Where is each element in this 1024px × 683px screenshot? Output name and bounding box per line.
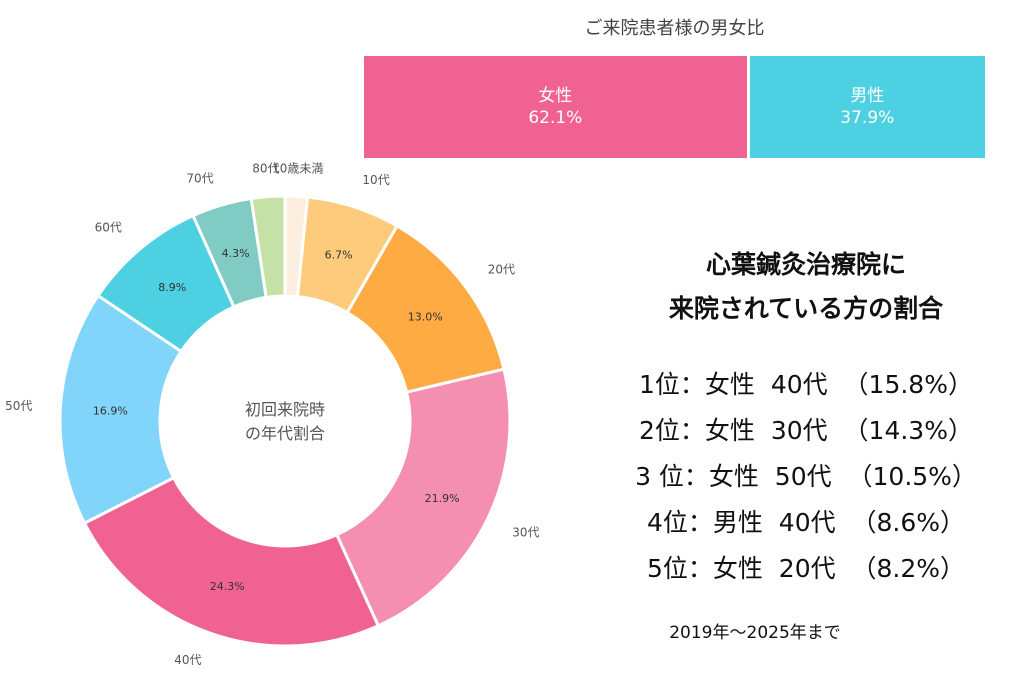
donut-slice-5 — [58, 293, 184, 526]
gender-value-female: 62.1% — [528, 108, 583, 128]
donut-category-label-0: 10歳未満 — [272, 161, 323, 175]
donut-center-label: 初回来院時 の年代割合 — [205, 398, 365, 446]
ranking-item-1: 1位：女性 40代 （15.8%） — [639, 370, 973, 399]
ranking-item-3: 3 位：女性 50代 （10.5%） — [635, 462, 977, 491]
donut-category-label-6: 60代 — [95, 221, 122, 235]
donut-category-label-5: 50代 — [5, 399, 32, 413]
ranking-item-5: 5位：女性 20代 （8.2%） — [646, 554, 966, 583]
gender-label-male: 男性 — [850, 86, 885, 106]
donut-category-label-8: 80代 — [252, 162, 279, 176]
period-note: 2019年～2025年まで — [669, 623, 841, 643]
donut-category-label-7: 70代 — [186, 171, 213, 185]
donut-category-label-4: 40代 — [174, 653, 201, 667]
donut-value-label-2: 13.0% — [408, 310, 443, 323]
gender-value-male: 37.9% — [840, 108, 895, 128]
donut-center-line-1: 初回来院時 — [244, 400, 325, 419]
headline-line-2: 来院されている方の割合 — [668, 294, 944, 323]
donut-center-line-2: の年代割合 — [244, 424, 325, 443]
gender-ratio-title: ご来院患者様の男女比 — [584, 18, 765, 39]
donut-slice-4 — [82, 475, 381, 648]
headline-line-1: 心葉鍼灸治療院に — [705, 250, 906, 279]
donut-value-label-5: 16.9% — [93, 405, 128, 418]
gender-label-female: 女性 — [538, 86, 573, 106]
headline: 心葉鍼灸治療院に 来院されている方の割合 — [596, 243, 1016, 331]
gender-bar-male: 男性 37.9% — [749, 56, 985, 158]
donut-value-label-6: 8.9% — [158, 281, 186, 294]
donut-value-label-4: 24.3% — [210, 580, 245, 593]
donut-value-label-3: 21.9% — [425, 492, 460, 505]
gender-bar-female: 女性 62.1% — [364, 56, 747, 158]
donut-value-label-1: 6.7% — [325, 248, 353, 261]
donut-slice-8 — [249, 194, 287, 300]
donut-slice-3 — [334, 367, 512, 628]
ranking-item-4: 4位：男性 40代 （8.6%） — [646, 508, 966, 537]
donut-category-labels: 10歳未満 10代 20代 30代 40代 50代 60代 70代 80代 — [5, 161, 539, 667]
donut-category-label-1: 10代 — [362, 173, 389, 187]
donut-value-labels: 6.7% 13.0% 21.9% 24.3% 16.9% 8.9% 4.3% — [93, 247, 460, 593]
donut-slices — [58, 194, 512, 648]
ranking-list: 1位：女性 40代 （15.8%） 2位：女性 30代 （14.3%） 3 位：… — [596, 362, 1016, 592]
donut-category-label-2: 20代 — [488, 263, 515, 277]
ranking-item-2: 2位：女性 30代 （14.3%） — [639, 416, 973, 445]
donut-value-label-7: 4.3% — [222, 247, 250, 260]
donut-category-label-3: 30代 — [512, 525, 539, 539]
